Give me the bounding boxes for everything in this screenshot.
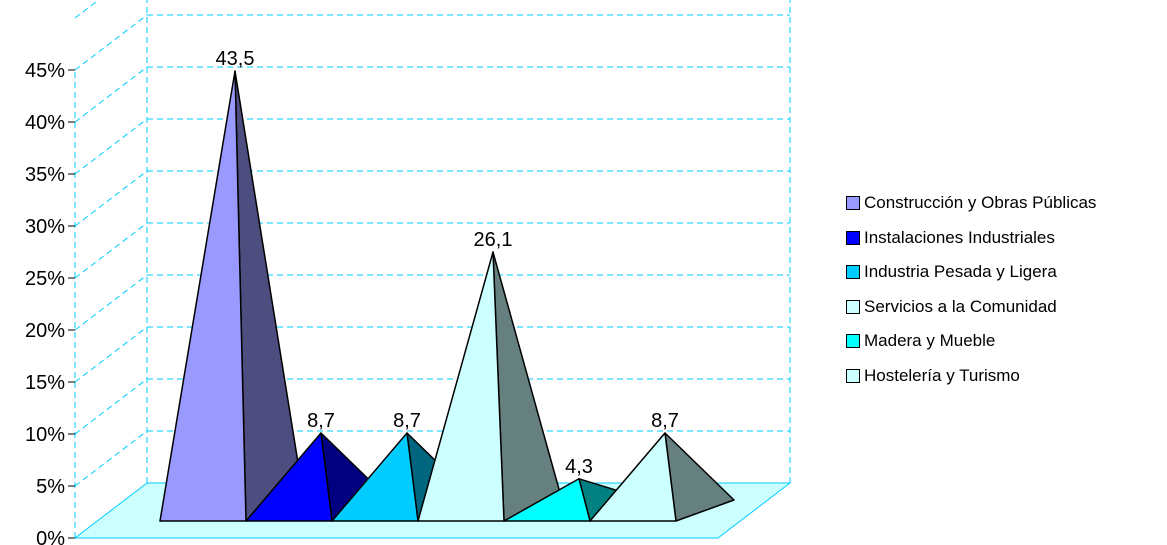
gridline-side: [74, 170, 148, 227]
legend-label: Hostelería y Turismo: [864, 365, 1020, 385]
legend-item: Madera y Mueble: [846, 324, 1164, 359]
legend-swatch: [846, 299, 860, 314]
pyramid-bars: [159, 70, 735, 522]
pyramid-bar: [417, 251, 563, 522]
y-tick-label: 35%: [25, 164, 65, 186]
y-tick-label: 20%: [25, 320, 65, 342]
legend-swatch: [846, 368, 860, 383]
pyramid-side-face: [492, 251, 563, 522]
legend-item: Hostelería y Turismo: [846, 359, 1164, 394]
legend-swatch: [846, 265, 860, 280]
pyramid-bar: [589, 432, 735, 522]
y-tick-label: 0%: [36, 528, 65, 545]
legend-item: Industria Pesada y Ligera: [846, 255, 1164, 290]
legend-item: Servicios a la Comunidad: [846, 290, 1164, 325]
y-tick-label: 30%: [25, 216, 65, 238]
gridline-side: [74, 0, 100, 19]
legend-item: Instalaciones Industriales: [846, 221, 1164, 256]
data-label: 8,7: [307, 410, 335, 432]
pyramid-front-face: [417, 251, 505, 522]
data-labels: 43,5 8,7 8,7 26,1 4,3 8,7: [216, 48, 679, 478]
y-axis-ticks: 0% 5% 10% 15% 20% 25% 30% 35% 40% 45%: [25, 60, 75, 545]
legend-swatch: [846, 334, 860, 349]
legend-swatch: [846, 196, 860, 211]
gridline-side: [74, 222, 148, 279]
y-tick-label: 40%: [25, 112, 65, 134]
legend-label: Construcción y Obras Públicas: [864, 193, 1097, 213]
legend-swatch: [846, 230, 860, 245]
gridline-side: [74, 66, 148, 123]
data-label: 8,7: [393, 410, 421, 432]
legend-label: Industria Pesada y Ligera: [864, 262, 1057, 282]
y-tick-label: 25%: [25, 268, 65, 290]
y-tick-label: 5%: [36, 476, 65, 498]
gridline-side: [74, 378, 148, 435]
gridline-side: [74, 274, 148, 331]
gridline-side: [74, 326, 148, 383]
y-tick-label: 45%: [25, 60, 65, 82]
pyramid-side-face: [234, 70, 305, 522]
data-label: 8,7: [651, 410, 679, 432]
legend-label: Instalaciones Industriales: [864, 227, 1055, 247]
y-tick-label: 10%: [25, 424, 65, 446]
pyramid-front-face: [503, 478, 591, 522]
pyramid-front-face: [159, 70, 247, 522]
y-tick-label: 15%: [25, 372, 65, 394]
pyramid-front-face: [589, 432, 677, 522]
data-label: 4,3: [565, 456, 593, 478]
pyramid-front-face: [245, 432, 333, 522]
data-label: 26,1: [474, 229, 513, 251]
data-label: 43,5: [216, 48, 255, 70]
gridline-side: [74, 118, 148, 175]
legend: Construcción y Obras Públicas Instalacion…: [846, 186, 1164, 393]
pyramid-bar: [159, 70, 305, 522]
pyramid-front-face: [331, 432, 419, 522]
gridline-side: [74, 430, 148, 487]
gridline-side: [74, 14, 148, 71]
legend-label: Servicios a la Comunidad: [864, 296, 1057, 316]
legend-label: Madera y Mueble: [864, 331, 996, 351]
legend-item: Construcción y Obras Públicas: [846, 186, 1164, 221]
gridlines: [74, 0, 790, 487]
